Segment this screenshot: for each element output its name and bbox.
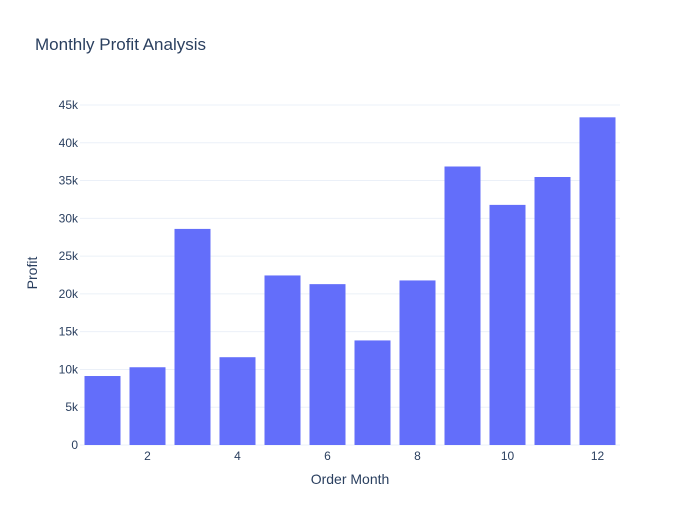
bar-month-12 bbox=[579, 117, 616, 445]
bar-month-2 bbox=[129, 367, 166, 445]
y-tick-label: 25k bbox=[59, 249, 79, 263]
y-tick-label: 35k bbox=[59, 174, 79, 188]
y-tick-label: 40k bbox=[59, 136, 79, 150]
y-axis-ticks: 0 5k 10k 15k 20k 25k 30k 35k 40k 45k bbox=[59, 98, 79, 452]
chart-title: Monthly Profit Analysis bbox=[35, 35, 206, 54]
x-tick-label: 6 bbox=[324, 449, 331, 463]
x-axis-title: Order Month bbox=[311, 471, 390, 487]
x-tick-label: 2 bbox=[144, 449, 151, 463]
y-tick-label: 5k bbox=[65, 400, 79, 414]
x-tick-label: 4 bbox=[234, 449, 241, 463]
bar-month-6 bbox=[309, 284, 346, 445]
bar-month-8 bbox=[399, 280, 436, 445]
y-axis-title: Profit bbox=[24, 257, 40, 290]
y-tick-label: 15k bbox=[59, 325, 79, 339]
y-tick-label: 30k bbox=[59, 211, 79, 225]
bar-month-4 bbox=[219, 357, 256, 445]
bar-month-10 bbox=[489, 204, 526, 445]
bar-month-11 bbox=[534, 177, 571, 445]
y-tick-label: 0 bbox=[71, 438, 78, 452]
bars-group bbox=[84, 117, 616, 445]
y-tick-label: 20k bbox=[59, 287, 79, 301]
gridlines bbox=[80, 104, 620, 446]
x-axis-ticks: 2 4 6 8 10 12 bbox=[144, 449, 604, 463]
y-tick-label: 10k bbox=[59, 362, 79, 376]
x-tick-label: 8 bbox=[414, 449, 421, 463]
bar-month-7 bbox=[354, 340, 391, 445]
x-tick-label: 12 bbox=[591, 449, 605, 463]
x-tick-label: 10 bbox=[501, 449, 515, 463]
bar-month-3 bbox=[174, 228, 211, 445]
y-tick-label: 45k bbox=[59, 98, 79, 112]
bar-month-9 bbox=[444, 166, 481, 445]
bar-month-5 bbox=[264, 275, 301, 445]
bar-month-1 bbox=[84, 376, 121, 445]
